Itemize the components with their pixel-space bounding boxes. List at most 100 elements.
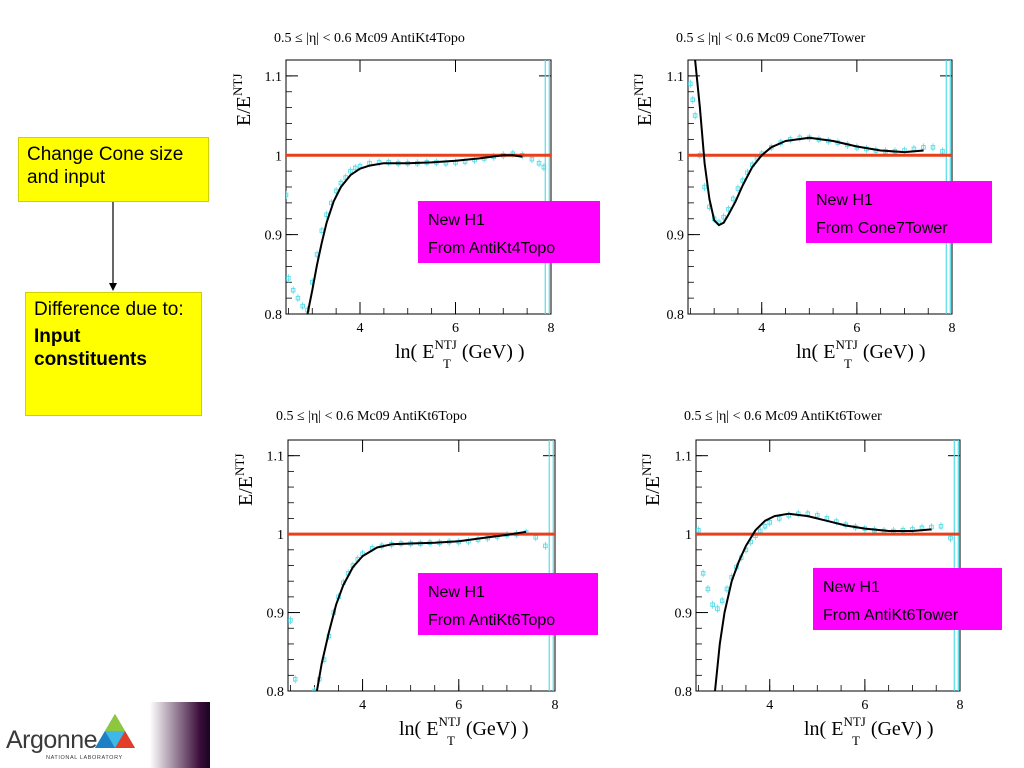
label-box-line: New H1 — [823, 579, 880, 596]
data-point — [696, 527, 701, 533]
arrow-head — [109, 283, 117, 291]
data-point — [938, 524, 944, 529]
plot-content — [286, 60, 551, 314]
fit-curve — [694, 60, 924, 227]
data-point — [688, 81, 693, 87]
data-point — [352, 165, 358, 171]
y-axis-label: E/ENTJ — [639, 454, 664, 506]
x-axis-label: ln( ENTJ (GeV) ) — [804, 714, 934, 740]
x-tick-label: 8 — [949, 321, 956, 336]
x-tick-label: 8 — [552, 698, 559, 713]
data-point — [690, 97, 696, 102]
callout-change-cone-text: Change Cone size and input — [27, 144, 184, 188]
y-axis-label-sup: NTJ — [639, 454, 654, 476]
data-point — [930, 145, 936, 150]
label-box — [418, 201, 600, 263]
x-axis-label-part: ln( E — [395, 341, 434, 363]
y-axis-label: E/ENTJ — [631, 74, 656, 126]
label-box — [813, 568, 1002, 630]
x-axis-label-part: NTJ — [438, 714, 460, 729]
x-tick-label: 8 — [548, 321, 555, 336]
chart-title: 0.5 ≤ |η| < 0.6 Mc09 Cone7Tower — [676, 31, 866, 46]
y-tick-label: 1.1 — [675, 450, 693, 465]
data-point — [948, 535, 953, 541]
fit-curve — [306, 154, 523, 314]
data-point — [702, 184, 707, 190]
data-point — [726, 206, 731, 212]
data-point — [721, 214, 726, 220]
y-tick-label: 1.1 — [667, 70, 685, 85]
data-point — [705, 586, 711, 592]
y-axis-label-base: E/E — [233, 96, 255, 126]
data-point — [929, 524, 934, 530]
data-point — [710, 602, 715, 607]
callout-change-cone: Change Cone size and input — [18, 137, 209, 202]
y-axis-label-sup: NTJ — [230, 74, 245, 96]
x-axis-label-part: NTJ — [843, 714, 865, 729]
data-point — [312, 688, 317, 691]
data-point — [921, 145, 926, 150]
x-tick-label: 6 — [452, 321, 459, 336]
label-box-line: From AntiKt4Topo — [428, 240, 555, 257]
y-axis-label-sup: NTJ — [232, 454, 247, 476]
x-axis-label-sub: T — [844, 356, 852, 371]
y-tick-label: 0.8 — [265, 308, 283, 323]
label-box-line: New H1 — [428, 584, 485, 601]
label-box-line: New H1 — [428, 212, 485, 229]
chart-title: 0.5 ≤ |η| < 0.6 Mc09 AntiKt6Tower — [684, 409, 882, 424]
logo-wordmark: Argonne — [6, 726, 98, 754]
x-axis-label-part: ln( E — [796, 341, 835, 363]
x-axis-label-part: (GeV) ) — [461, 718, 529, 740]
data-point — [286, 192, 289, 198]
fit-curve — [315, 530, 527, 691]
logo-subtitle: NATIONAL LABORATORY — [46, 755, 123, 761]
y-tick-label: 1.1 — [267, 450, 285, 465]
y-axis-label-base: E/E — [642, 476, 664, 506]
x-axis-label-sub: T — [443, 356, 451, 371]
data-point — [290, 287, 296, 293]
x-tick-label: 6 — [853, 321, 860, 336]
x-tick-label: 8 — [957, 698, 964, 713]
x-axis-label-sub: T — [852, 733, 860, 748]
data-point — [735, 186, 741, 191]
callout-difference-text: Difference due to: — [34, 299, 184, 320]
plot-content — [288, 440, 555, 691]
data-point — [940, 149, 945, 154]
x-axis-label-part: (GeV) ) — [457, 341, 525, 363]
x-axis-label-part: (GeV) ) — [858, 341, 926, 363]
y-tick-label: 0.9 — [267, 607, 285, 622]
data-point — [348, 168, 353, 174]
y-tick-label: 1 — [677, 149, 684, 164]
fit-curve — [714, 512, 932, 691]
label-box-line: New H1 — [816, 192, 873, 209]
label-box-line: From Cone7Tower — [816, 220, 948, 237]
data-point — [288, 618, 293, 623]
data-point — [338, 180, 344, 186]
data-point — [292, 676, 298, 682]
label-box-line: From AntiKt6Tower — [823, 607, 959, 624]
y-tick-label: 0.8 — [267, 685, 285, 700]
data-point — [715, 606, 720, 611]
data-point — [300, 303, 305, 309]
y-tick-label: 0.9 — [265, 229, 283, 244]
x-axis-label-part: ln( E — [399, 718, 438, 740]
x-tick-label: 6 — [861, 698, 868, 713]
x-axis-label-part: NTJ — [835, 337, 857, 352]
x-tick-label: 4 — [357, 321, 364, 336]
data-point — [319, 228, 325, 233]
x-axis-label: ln( ENTJ (GeV) ) — [796, 337, 926, 363]
data-point — [286, 276, 291, 281]
data-point — [295, 295, 301, 301]
plot-content — [696, 440, 960, 691]
data-point — [767, 520, 772, 525]
data-point — [536, 160, 542, 166]
y-axis-label-base: E/E — [235, 476, 257, 506]
x-tick-label: 4 — [359, 698, 366, 713]
y-tick-label: 0.9 — [675, 607, 693, 622]
x-axis-label-part: ln( E — [804, 718, 843, 740]
data-point — [724, 586, 730, 592]
x-tick-label: 4 — [758, 321, 765, 336]
